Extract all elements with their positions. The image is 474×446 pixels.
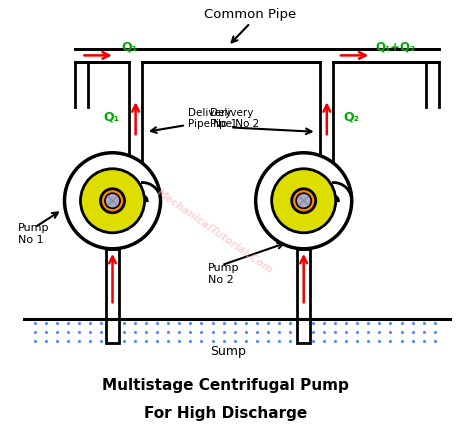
Circle shape bbox=[272, 169, 336, 233]
Text: Common Pipe: Common Pipe bbox=[204, 8, 296, 21]
Polygon shape bbox=[142, 182, 161, 201]
Polygon shape bbox=[129, 62, 142, 196]
Circle shape bbox=[105, 193, 120, 208]
Text: Q₂: Q₂ bbox=[343, 111, 359, 124]
Text: MechanicalTutorial.Com: MechanicalTutorial.Com bbox=[155, 188, 274, 276]
Text: Multistage Centrifugal Pump: Multistage Centrifugal Pump bbox=[102, 378, 349, 393]
Text: Pump
No 1: Pump No 1 bbox=[18, 223, 50, 245]
Bar bbox=[106, 249, 119, 343]
Text: Q₁: Q₁ bbox=[121, 40, 137, 53]
Text: Q₁: Q₁ bbox=[103, 111, 119, 124]
Circle shape bbox=[64, 153, 161, 249]
Circle shape bbox=[292, 189, 316, 213]
Text: Sump: Sump bbox=[210, 346, 246, 359]
Text: For High Discharge: For High Discharge bbox=[144, 406, 307, 421]
Text: Delivery
Pipe No 2: Delivery Pipe No 2 bbox=[210, 108, 260, 129]
Circle shape bbox=[81, 169, 145, 233]
Bar bbox=[297, 249, 310, 343]
Polygon shape bbox=[334, 182, 352, 201]
Circle shape bbox=[100, 189, 125, 213]
Text: Delivery
Pipe No 1: Delivery Pipe No 1 bbox=[188, 108, 237, 129]
Text: Pump
No 2: Pump No 2 bbox=[208, 263, 239, 285]
Polygon shape bbox=[75, 49, 439, 62]
Text: Q₁+Q₂: Q₁+Q₂ bbox=[376, 40, 416, 53]
Polygon shape bbox=[320, 62, 334, 196]
Circle shape bbox=[255, 153, 352, 249]
Circle shape bbox=[296, 193, 311, 208]
